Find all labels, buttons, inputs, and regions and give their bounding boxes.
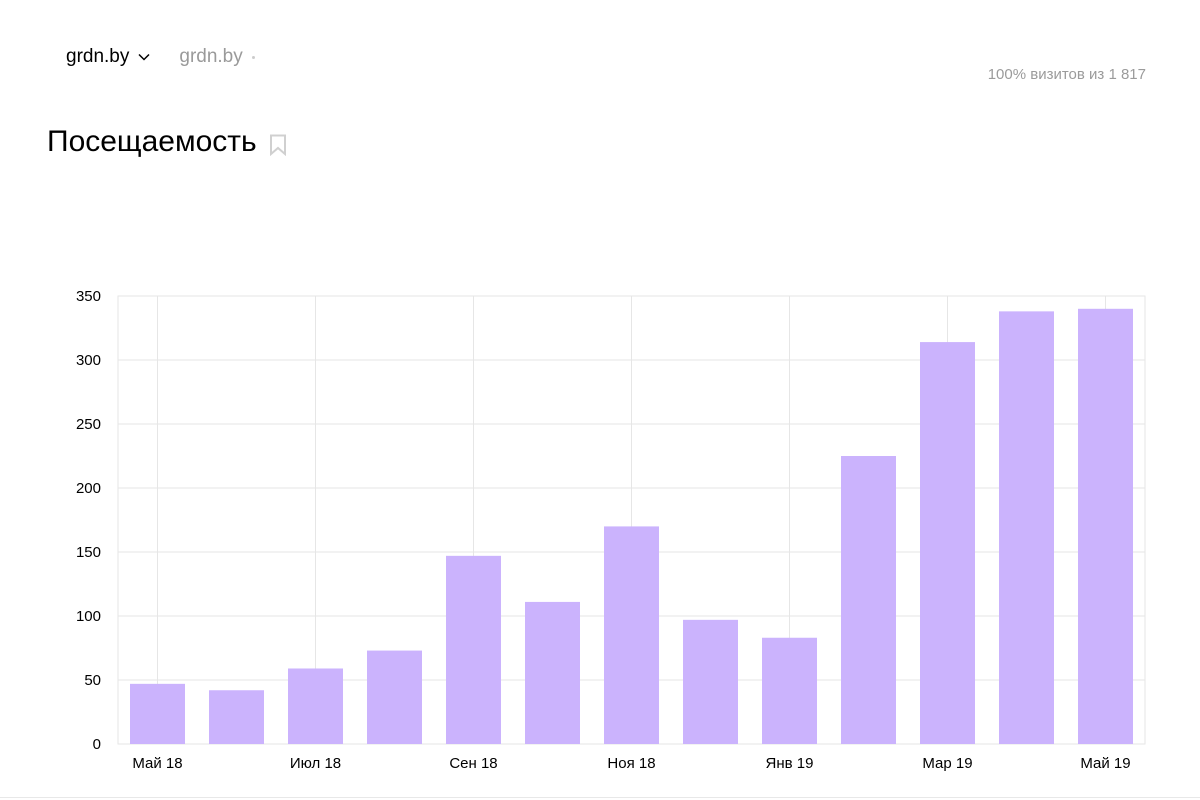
bookmark-icon[interactable] [269, 134, 287, 156]
x-tick-label: Мар 19 [922, 755, 972, 772]
counter-site: grdn.by [179, 46, 255, 68]
x-tick-label: Июл 18 [290, 755, 341, 772]
y-tick-label: 200 [76, 480, 101, 497]
x-tick-label: Ноя 18 [607, 755, 655, 772]
counter-site-label: grdn.by [179, 46, 243, 67]
y-tick-label: 250 [76, 416, 101, 433]
bar [762, 637, 817, 744]
y-tick-label: 0 [93, 736, 101, 753]
page-title: Посещаемость [47, 125, 257, 158]
chevron-down-icon [138, 53, 150, 61]
bar [683, 619, 738, 744]
bar [130, 683, 185, 744]
bar [841, 456, 896, 744]
divider [0, 797, 1200, 798]
y-tick-label: 100 [76, 608, 101, 625]
y-tick-label: 300 [76, 352, 101, 369]
x-tick-label: Янв 19 [766, 755, 814, 772]
y-tick-label: 150 [76, 544, 101, 561]
counter-bar: grdn.by grdn.by [66, 44, 255, 70]
bar [920, 342, 975, 744]
bar [1078, 308, 1133, 744]
visits-summary: 100% визитов из 1 817 [987, 66, 1146, 83]
bar [525, 601, 580, 744]
bar [999, 311, 1054, 744]
separator-dot [251, 55, 255, 59]
bar [209, 690, 264, 744]
x-tick-label: Май 18 [132, 755, 182, 772]
y-tick-label: 50 [84, 672, 101, 689]
bar [604, 526, 659, 744]
x-tick-label: Сен 18 [449, 755, 497, 772]
bar [446, 555, 501, 744]
y-tick-label: 350 [76, 288, 101, 305]
x-tick-label: Май 19 [1080, 755, 1130, 772]
report-header: Посещаемость [47, 125, 287, 159]
counter-name: grdn.by [66, 46, 130, 67]
bar [367, 650, 422, 744]
bar [288, 668, 343, 744]
counter-selector[interactable]: grdn.by [66, 46, 151, 68]
